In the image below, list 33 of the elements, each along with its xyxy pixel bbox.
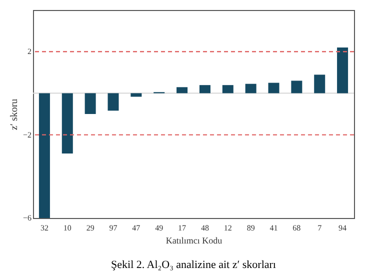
x-tick-label: 32 bbox=[40, 224, 48, 232]
bar bbox=[291, 80, 302, 94]
bar bbox=[268, 82, 280, 94]
y-tick-label: −2 bbox=[22, 130, 32, 140]
bar bbox=[130, 93, 142, 97]
bar bbox=[222, 85, 234, 94]
bar bbox=[108, 93, 119, 111]
y-tick-label: 2 bbox=[28, 47, 32, 56]
x-tick-label: 97 bbox=[109, 224, 118, 232]
x-tick-label: 17 bbox=[178, 224, 186, 232]
x-tick-label: 41 bbox=[270, 224, 278, 232]
x-tick-label: 49 bbox=[155, 224, 164, 232]
x-tick-label: 94 bbox=[338, 224, 347, 232]
bar bbox=[84, 93, 96, 114]
bar bbox=[176, 87, 188, 94]
x-axis-title: Katılımcı Kodu bbox=[166, 236, 223, 246]
bar bbox=[245, 84, 256, 94]
x-tick-label: 12 bbox=[224, 224, 232, 232]
x-tick-label: 68 bbox=[292, 224, 301, 232]
y-axis-title: z′ skoru bbox=[8, 98, 20, 130]
x-tick-label: 48 bbox=[200, 224, 209, 232]
x-tick-label: 89 bbox=[246, 224, 255, 232]
x-tick-label: 10 bbox=[63, 224, 72, 232]
x-tick-label: 29 bbox=[86, 224, 94, 232]
text: Şekil 2. Al₂O₃ analizine ait z′ skorları bbox=[111, 259, 276, 271]
bar bbox=[38, 93, 50, 218]
bar bbox=[337, 47, 348, 94]
y-tick-label: −6 bbox=[22, 214, 32, 222]
bar bbox=[199, 85, 210, 94]
x-tick-label: 47 bbox=[132, 224, 140, 232]
bar bbox=[314, 74, 326, 94]
bar bbox=[62, 93, 73, 154]
x-tick-label: 7 bbox=[318, 224, 322, 232]
